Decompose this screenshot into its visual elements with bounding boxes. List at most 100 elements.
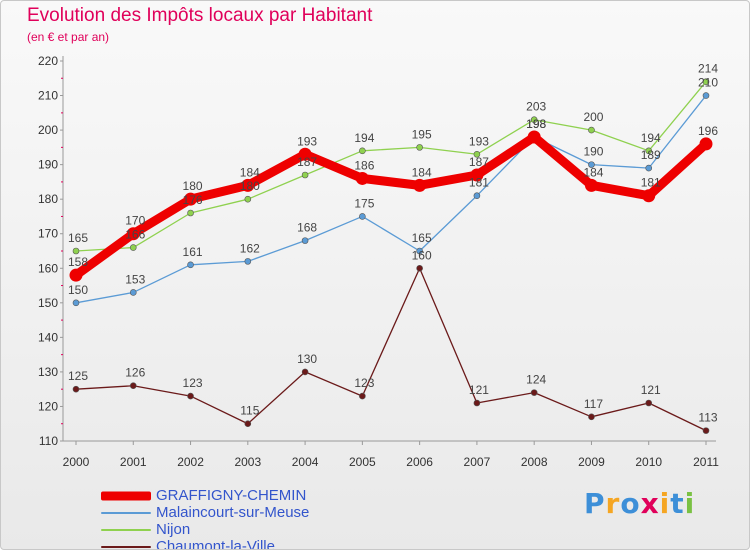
logo-letter: o <box>620 487 641 520</box>
legend-swatch <box>101 545 151 548</box>
logo-letter: r <box>605 487 621 520</box>
data-point <box>359 147 366 155</box>
data-point <box>72 385 80 393</box>
chart-title: Evolution des Impôts locaux par Habitant <box>27 5 373 26</box>
data-label: 121 <box>641 383 661 397</box>
data-point <box>416 247 423 255</box>
data-label: 170 <box>125 214 145 228</box>
data-label: 160 <box>412 248 432 262</box>
data-point <box>699 137 713 151</box>
x-tick-label: 2004 <box>292 455 319 469</box>
data-label: 176 <box>183 193 203 207</box>
axes: 110 120 130 140 150 160 170 180 190 200 210 220 2000… <box>38 54 719 469</box>
data-label: 186 <box>354 158 374 172</box>
data-point <box>187 261 194 269</box>
data-label: 187 <box>297 155 317 169</box>
data-point <box>298 147 312 161</box>
series-line-4 <box>75 267 707 432</box>
data-point <box>126 227 140 241</box>
series-line-3 <box>75 81 707 252</box>
legend-label: Chaumont-la-Ville <box>156 538 275 550</box>
data-label: 187 <box>469 155 489 169</box>
legend-swatch <box>101 511 151 514</box>
series-points <box>69 78 713 434</box>
x-tick-label: 2011 <box>693 455 719 469</box>
data-point <box>244 258 252 265</box>
data-label: 180 <box>183 179 203 193</box>
y-tick-label: 200 <box>38 123 58 137</box>
x-tick-label: 2009 <box>578 455 605 469</box>
data-label: 162 <box>240 241 260 255</box>
data-label: 210 <box>698 76 718 90</box>
data-point <box>184 192 198 206</box>
y-tick-label: 180 <box>38 192 58 206</box>
data-label: 168 <box>297 221 317 235</box>
data-point <box>588 413 595 421</box>
data-point <box>527 130 541 144</box>
x-tick-label: 2007 <box>464 455 491 469</box>
data-point <box>645 147 653 155</box>
data-label: 165 <box>412 231 432 245</box>
logo-letter: i <box>684 487 696 520</box>
data-point <box>244 420 252 428</box>
data-label: 166 <box>125 228 145 242</box>
proxiti-logo: Proxiti <box>584 487 695 520</box>
data-point <box>129 244 137 251</box>
logo-letter: x <box>640 487 660 520</box>
y-tick-label: 190 <box>38 158 58 172</box>
x-tick-label: 2001 <box>120 455 147 469</box>
y-tick-label: 120 <box>38 399 58 413</box>
logo-letter: t <box>670 487 685 520</box>
data-point <box>301 368 309 376</box>
legend-swatch <box>101 491 151 500</box>
data-label: 126 <box>125 366 145 380</box>
logo-letter: P <box>584 487 606 520</box>
data-point <box>702 92 710 99</box>
x-tick-label: 2000 <box>63 455 90 469</box>
x-tick-label: 2010 <box>635 455 662 469</box>
data-label: 121 <box>469 383 489 397</box>
data-point <box>301 237 309 244</box>
data-point <box>359 392 366 400</box>
data-label: 161 <box>183 245 203 259</box>
y-tick-label: 210 <box>38 89 58 103</box>
chart-subtitle: (en € et par an) <box>27 30 110 44</box>
data-label: 117 <box>584 397 603 411</box>
series-line-2 <box>75 94 707 304</box>
data-label: 184 <box>412 165 432 179</box>
data-point <box>359 213 366 220</box>
y-tick-label: 150 <box>38 296 58 310</box>
data-point <box>72 299 80 307</box>
data-point <box>301 171 309 179</box>
data-label: 200 <box>583 110 603 124</box>
y-tick-label: 110 <box>39 434 58 448</box>
data-label: 115 <box>240 404 259 418</box>
data-label: 124 <box>526 373 546 387</box>
data-label: 181 <box>641 176 661 190</box>
logo-letter: i <box>659 487 671 520</box>
x-tick-label: 2005 <box>349 455 376 469</box>
data-point <box>187 392 194 400</box>
legend-label: Nijon <box>156 521 191 538</box>
series-line-1 <box>71 132 711 280</box>
data-point <box>702 78 710 86</box>
y-tick-label: 220 <box>38 54 58 68</box>
data-label: 165 <box>68 231 88 245</box>
data-point <box>473 150 481 158</box>
data-point <box>642 189 656 203</box>
data-label: 198 <box>526 117 546 131</box>
data-label: 194 <box>354 131 374 145</box>
data-point <box>530 389 538 396</box>
data-label: 190 <box>583 145 603 159</box>
data-label: 193 <box>469 134 489 148</box>
data-point <box>187 209 194 217</box>
data-point <box>244 195 252 203</box>
data-point <box>355 171 369 185</box>
data-label: 130 <box>297 352 317 366</box>
data-point <box>129 289 137 296</box>
data-point <box>72 247 80 255</box>
data-label: 125 <box>68 369 88 383</box>
